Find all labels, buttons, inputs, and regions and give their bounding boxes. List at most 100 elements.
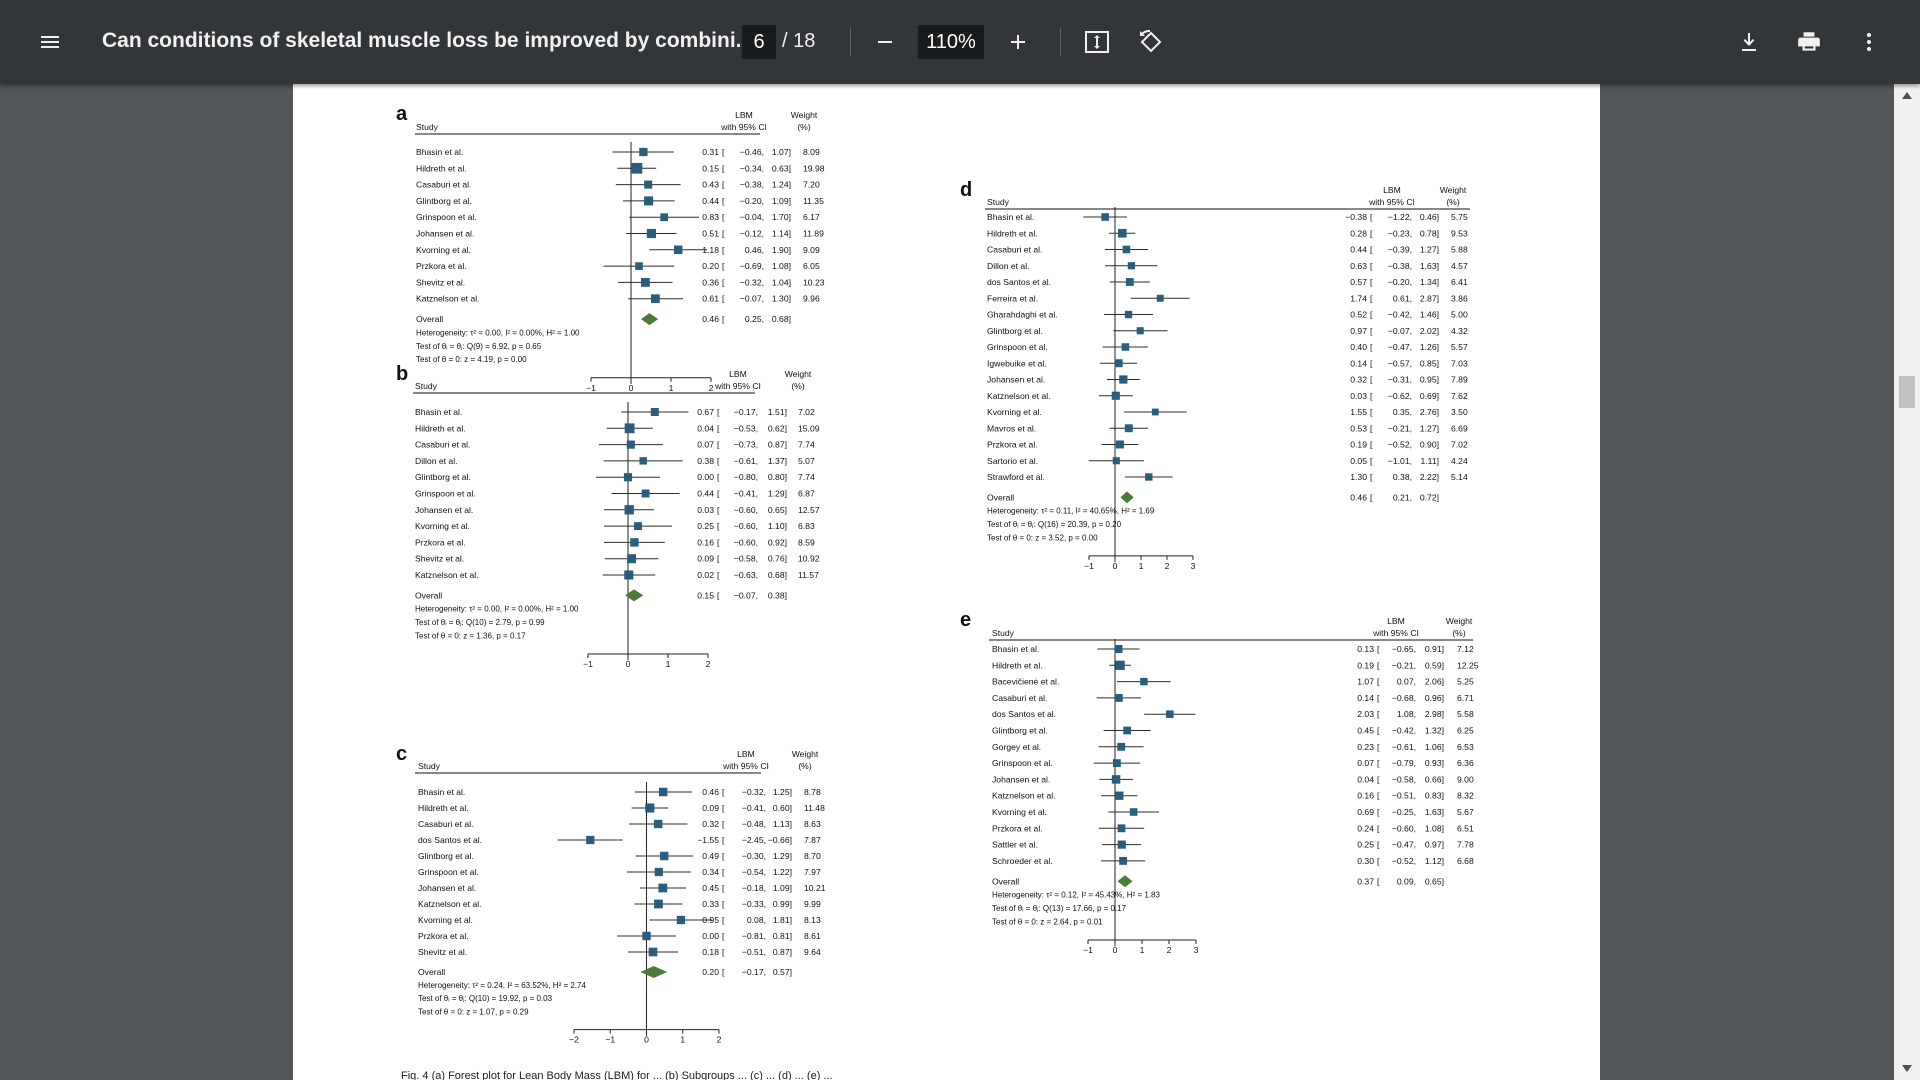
x-axis-tick-label: 1	[1139, 561, 1144, 571]
print-button[interactable]	[1785, 18, 1833, 66]
ci-open-bracket: [	[722, 229, 725, 239]
estimate-value: 0.51	[702, 229, 719, 239]
ci-lower-value: −0.58,	[1392, 774, 1416, 784]
menu-button[interactable]	[26, 18, 74, 66]
test-statistic: Heterogeneity: τ² = 0.00, I² = 0.00%, H²…	[416, 328, 580, 337]
study-name: Kvorning et al.	[416, 245, 471, 255]
ci-upper-value: 0.99]	[773, 899, 792, 909]
overall-estimate: 0.46	[1350, 492, 1367, 502]
ci-upper-value: 1.10]	[768, 521, 787, 531]
ci-upper-value: 0.87]	[768, 440, 787, 450]
ci-open-bracket: [	[722, 967, 725, 977]
study-name: Katznelson et al.	[415, 570, 479, 580]
ci-lower-value: −0.21,	[1392, 660, 1416, 670]
study-name: Bhasin et al.	[987, 212, 1034, 222]
study-marker	[1117, 228, 1127, 238]
weight-value: 9.99	[804, 899, 821, 909]
weight-value: 10.92	[798, 554, 820, 564]
study-marker	[1114, 359, 1123, 368]
study-marker	[1112, 759, 1121, 767]
estimate-value: 0.07	[697, 440, 714, 450]
weight-value: 7.62	[1451, 391, 1468, 401]
ci-open-bracket: [	[1370, 342, 1373, 352]
study-marker	[644, 196, 654, 206]
effect-column-header: LBM	[729, 369, 747, 379]
weight-column-header: Weight	[1446, 616, 1473, 626]
study-name: Johansen et al.	[418, 883, 476, 893]
ci-upper-value: 0.46]	[1420, 212, 1439, 222]
weight-value: 6.41	[1451, 277, 1468, 287]
estimate-value: 0.15	[702, 163, 719, 173]
more-actions-button[interactable]	[1845, 18, 1893, 66]
zoom-in-button[interactable]	[994, 18, 1042, 66]
pdf-viewer-area: a Study LBM with 95% CI Weight (%) Bhasin et a…	[0, 84, 1920, 1080]
page-number-input[interactable]: 6	[742, 25, 776, 59]
ci-lower-value: −0.47,	[1392, 840, 1416, 850]
panel-label: c	[396, 743, 407, 765]
estimate-value: 0.46	[702, 787, 719, 797]
scroll-down-arrow-icon[interactable]	[1902, 1065, 1912, 1072]
scroll-thumb[interactable]	[1899, 376, 1915, 408]
panel-label: e	[960, 609, 971, 631]
zoom-level-input[interactable]: 110%	[918, 25, 984, 59]
rotate-button[interactable]	[1127, 18, 1175, 66]
document-title: Can conditions of skeletal muscle loss b…	[102, 29, 754, 52]
estimate-value: 2.03	[1357, 709, 1374, 719]
weight-value: 5.25	[1457, 677, 1474, 687]
study-marker	[626, 440, 635, 449]
study-name: Sartorio et al.	[987, 456, 1038, 466]
estimate-value: 0.83	[702, 212, 719, 222]
ci-lower-value: −0.38,	[1388, 261, 1412, 271]
ci-open-bracket: [	[1370, 228, 1373, 238]
zoom-out-button[interactable]	[861, 18, 909, 66]
estimate-value: 1.55	[1350, 407, 1367, 417]
panel-label: d	[960, 179, 972, 201]
download-button[interactable]	[1725, 18, 1773, 66]
scroll-up-arrow-icon[interactable]	[1902, 92, 1912, 99]
x-axis-tick-label: 0	[1113, 561, 1118, 571]
overall-ci-upper: 0.72]	[1420, 492, 1439, 502]
ci-upper-value: 0.83]	[1425, 791, 1444, 801]
fit-to-page-button[interactable]	[1073, 18, 1121, 66]
ci-upper-value: 1.29]	[773, 851, 792, 861]
study-name: dos Santos et al.	[987, 277, 1051, 287]
estimate-value: 0.02	[697, 570, 714, 580]
estimate-value: 0.95	[702, 915, 719, 925]
ci-lower-value: −0.12,	[740, 229, 764, 239]
ci-open-bracket: [	[1370, 326, 1373, 336]
study-marker	[648, 947, 658, 957]
print-icon	[1798, 32, 1820, 51]
study-name: Sattler et al.	[992, 840, 1038, 850]
x-axis-tick-label: 0	[626, 659, 631, 669]
ci-lower-value: −0.61,	[734, 456, 758, 466]
weight-value: 12.57	[798, 505, 820, 515]
weight-value: 11.48	[804, 803, 825, 813]
study-name: Kvorning et al.	[418, 915, 473, 925]
weight-value: 5.75	[1451, 212, 1468, 222]
estimate-value: 0.44	[697, 489, 714, 499]
ci-upper-value: 1.32]	[1425, 726, 1444, 736]
ci-open-bracket: [	[722, 147, 725, 157]
overall-label: Overall	[987, 492, 1014, 502]
study-marker	[1151, 408, 1159, 416]
study-marker	[639, 147, 648, 157]
study-marker	[1117, 840, 1126, 849]
study-marker	[658, 883, 668, 893]
ci-open-bracket: [	[1377, 876, 1380, 886]
ci-upper-value: 0.76]	[768, 554, 787, 564]
study-marker	[650, 408, 659, 416]
estimate-value: 0.45	[1357, 726, 1374, 736]
ci-upper-value: 1.90]	[772, 245, 791, 255]
study-marker	[586, 835, 595, 845]
ci-upper-value: 1.30]	[772, 294, 791, 304]
weight-unit-label: (%)	[1446, 197, 1460, 207]
study-marker	[673, 245, 683, 255]
study-name: Katznelson et al.	[416, 294, 480, 304]
estimate-value: 0.14	[1357, 693, 1374, 703]
study-column-header: Study	[415, 381, 438, 391]
vertical-scrollbar[interactable]	[1894, 84, 1920, 1080]
ci-lower-value: −0.25,	[1392, 807, 1416, 817]
study-marker	[645, 803, 655, 813]
weight-value: 6.05	[803, 261, 820, 271]
ci-upper-value: 0.97]	[1425, 840, 1444, 850]
